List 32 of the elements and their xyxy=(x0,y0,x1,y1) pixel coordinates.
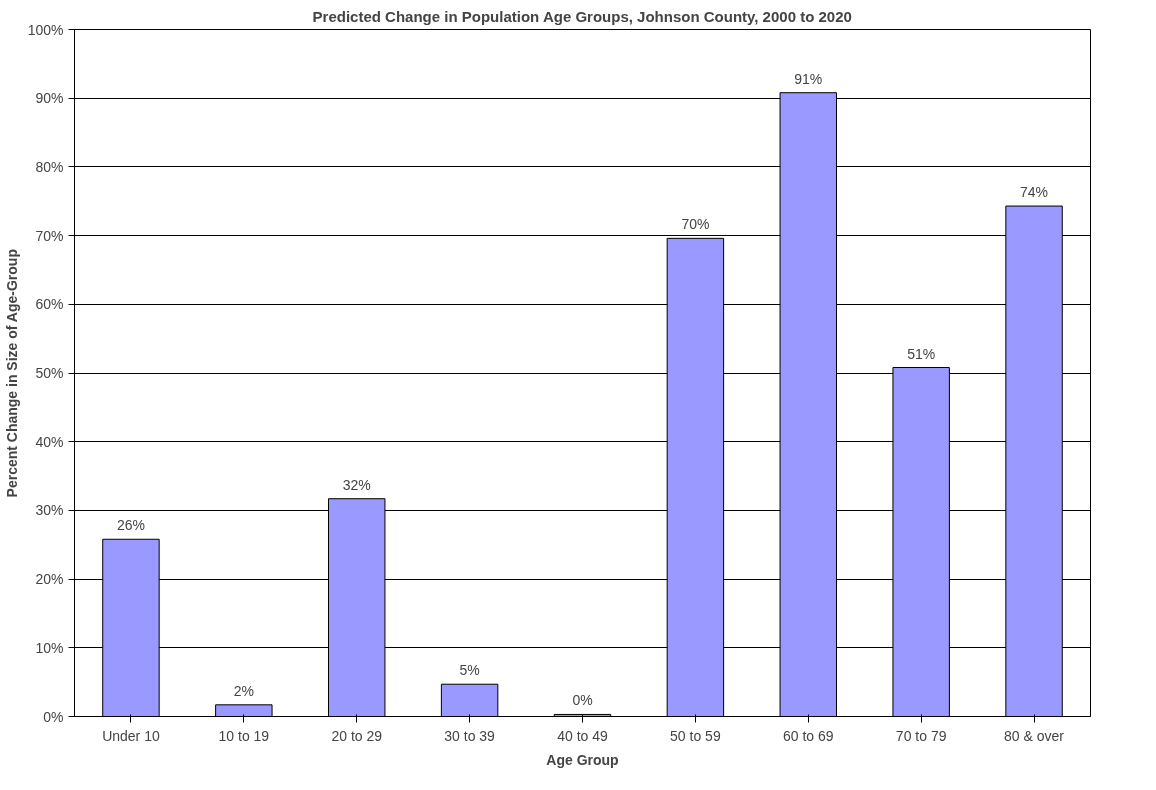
y-tick-label: 60% xyxy=(35,296,64,313)
y-tick-label: 30% xyxy=(35,502,64,519)
x-axis-title: Age Group xyxy=(546,751,619,768)
data-label: 74% xyxy=(1020,184,1049,201)
x-tick-label: 80 & over xyxy=(1004,727,1065,744)
x-tick-label: 70 to 79 xyxy=(895,727,947,744)
data-label: 70% xyxy=(681,216,710,233)
y-tick-label: 100% xyxy=(27,21,64,38)
data-label: 26% xyxy=(116,517,145,534)
y-tick-label: 90% xyxy=(35,90,64,107)
y-tick-label: 10% xyxy=(35,639,64,656)
data-label: 32% xyxy=(342,476,371,493)
data-label: 0% xyxy=(572,692,593,709)
y-tick-label: 70% xyxy=(35,227,64,244)
x-tick-label: 30 to 39 xyxy=(444,727,496,744)
y-tick-label: 40% xyxy=(35,433,64,450)
x-tick-label: 50 to 59 xyxy=(670,727,721,744)
x-tick-label: 40 to 49 xyxy=(557,727,609,744)
y-tick-label: 80% xyxy=(35,158,64,175)
chart-title: Predicted Change in Population Age Groups, Johnson County, 2000 to 2020 xyxy=(312,7,852,25)
data-label: 2% xyxy=(233,682,254,699)
data-label: 51% xyxy=(907,345,936,362)
x-tick-label: 60 to 69 xyxy=(782,727,834,744)
y-tick-label: 50% xyxy=(35,365,64,381)
y-tick-label: 0% xyxy=(43,708,64,725)
x-tick-label: Under 10 xyxy=(102,727,160,744)
x-tick-label: 20 to 29 xyxy=(331,727,383,744)
y-tick-label: 20% xyxy=(35,571,64,588)
data-label: 91% xyxy=(794,70,823,87)
y-axis-title: Percent Change in Size of Age-Group xyxy=(3,249,20,498)
data-label: 5% xyxy=(459,662,480,679)
x-tick-label: 10 to 19 xyxy=(218,727,270,744)
